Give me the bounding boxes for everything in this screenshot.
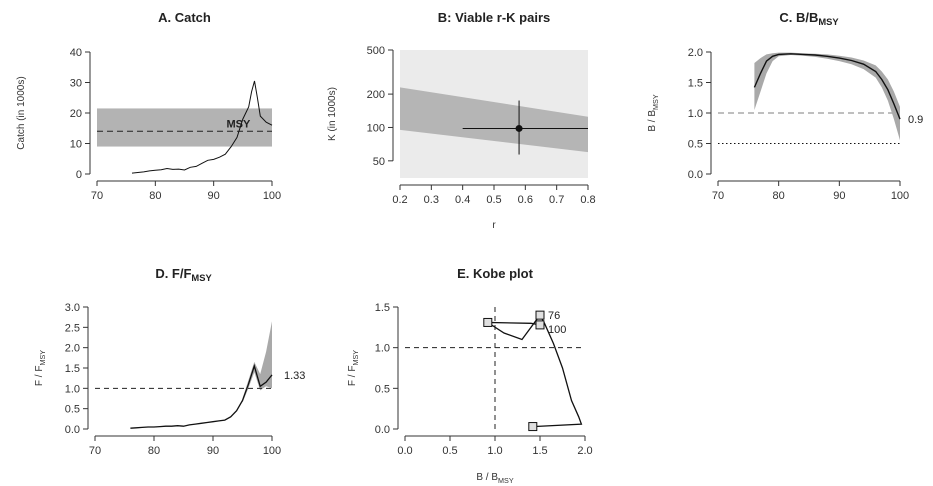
y-tick-label: 0 bbox=[76, 169, 82, 181]
chart-title: D. F/FMSY bbox=[155, 266, 212, 283]
x-tick-label: 0.8 bbox=[580, 194, 595, 206]
end-year-label: 100 bbox=[548, 324, 566, 336]
y-tick-label: 2.0 bbox=[688, 47, 703, 59]
panel-e-kobe: 0.0 0.5 1.0 1.5 2.0 0.0 0.5 1.0 1.5 76 100 E. Kobe … bbox=[347, 266, 593, 485]
x-tick-label: 0.2 bbox=[392, 194, 407, 206]
y-tick-label: 30 bbox=[70, 78, 82, 90]
x-tick-label: 80 bbox=[149, 190, 161, 202]
f-series bbox=[130, 363, 273, 429]
catch-series bbox=[131, 80, 273, 174]
y-tick-label: 100 bbox=[367, 122, 385, 134]
x-tick-label: 100 bbox=[891, 190, 909, 202]
chart-title: B: Viable r-K pairs bbox=[438, 10, 550, 25]
msy-band bbox=[97, 108, 272, 147]
y-tick-label: 200 bbox=[367, 89, 385, 101]
best-estimate-point bbox=[515, 124, 523, 132]
x-tick-label: 90 bbox=[208, 190, 220, 202]
y-tick-label: 0.0 bbox=[375, 424, 390, 436]
y-tick-label: 3.0 bbox=[65, 302, 80, 314]
y-tick-label: 50 bbox=[373, 156, 385, 168]
x-tick-label: 0.3 bbox=[424, 194, 439, 206]
x-tick-label: 2.0 bbox=[577, 445, 592, 457]
year-marker bbox=[528, 422, 538, 432]
ci-band bbox=[242, 321, 272, 403]
y-tick-label: 1.0 bbox=[65, 383, 80, 395]
x-tick-label: 0.5 bbox=[486, 194, 501, 206]
x-tick-label: 0.6 bbox=[518, 194, 533, 206]
y-axis-label: Catch (in 1000s) bbox=[16, 76, 27, 149]
x-axis-label: r bbox=[492, 220, 496, 231]
y-axis-label: K (in 1000s) bbox=[327, 87, 338, 141]
y-tick-label: 0.0 bbox=[65, 424, 80, 436]
y-tick-label: 1.0 bbox=[375, 343, 390, 355]
y-tick-label: 1.5 bbox=[375, 302, 390, 314]
biomass-series bbox=[753, 53, 901, 120]
y-tick-label: 10 bbox=[70, 139, 82, 151]
year-marker bbox=[483, 317, 493, 327]
y-tick-label: 2.5 bbox=[65, 322, 80, 334]
y-tick-label: 1.5 bbox=[65, 363, 80, 375]
x-tick-label: 1.5 bbox=[532, 445, 547, 457]
chart-title: A. Catch bbox=[158, 10, 211, 25]
x-tick-label: 0.5 bbox=[442, 445, 457, 457]
y-tick-label: 1.5 bbox=[688, 78, 703, 90]
end-value-label: 1.33 bbox=[284, 370, 305, 382]
msy-label: MSY bbox=[227, 118, 252, 130]
y-tick-label: 40 bbox=[70, 47, 82, 59]
y-axis-label: F / FMSY bbox=[347, 350, 360, 386]
x-tick-label: 70 bbox=[89, 445, 101, 457]
panel-c-biomass: 70 80 90 100 0.0 0.5 1.0 1.5 2.0 0.9 C. B/BMSY B / … bbox=[647, 10, 923, 202]
start-year-label: 76 bbox=[548, 310, 560, 322]
x-tick-label: 70 bbox=[91, 190, 103, 202]
y-tick-label: 500 bbox=[367, 45, 385, 57]
y-tick-label: 0.5 bbox=[688, 139, 703, 151]
y-tick-label: 1.0 bbox=[688, 108, 703, 120]
ci-band bbox=[754, 52, 900, 141]
year-marker bbox=[535, 310, 545, 320]
x-tick-label: 100 bbox=[263, 190, 281, 202]
end-value-label: 0.9 bbox=[908, 114, 923, 126]
x-tick-label: 80 bbox=[773, 190, 785, 202]
viable-pairs-band bbox=[400, 87, 588, 153]
y-axis-label: F / FMSY bbox=[34, 350, 47, 386]
kobe-trajectory bbox=[485, 313, 583, 428]
x-tick-label: 0.4 bbox=[455, 194, 470, 206]
x-tick-label: 80 bbox=[148, 445, 160, 457]
year-marker bbox=[535, 320, 545, 330]
panel-b-rk-pairs: 0.2 0.3 0.4 0.5 0.6 0.7 0.8 50 100 200 500 B: Viabl… bbox=[327, 10, 596, 231]
x-tick-label: 0.0 bbox=[397, 445, 412, 457]
y-tick-label: 0.0 bbox=[688, 169, 703, 181]
y-tick-label: 20 bbox=[70, 108, 82, 120]
y-tick-label: 2.0 bbox=[65, 343, 80, 355]
panel-a-catch: 70 80 90 100 0 10 20 30 40 MSY A. Catch Catch (in 1… bbox=[16, 10, 281, 202]
panel-d-fishing: 70 80 90 100 0.0 0.5 1.0 1.5 2.0 2.5 3.0 1.33 D. F/F… bbox=[34, 266, 305, 457]
x-tick-label: 100 bbox=[263, 445, 281, 457]
x-tick-label: 1.0 bbox=[487, 445, 502, 457]
x-axis-label: B / BMSY bbox=[476, 472, 513, 485]
chart-title: C. B/BMSY bbox=[779, 10, 839, 27]
y-tick-label: 0.5 bbox=[375, 383, 390, 395]
x-tick-label: 0.7 bbox=[549, 194, 564, 206]
chart-title: E. Kobe plot bbox=[457, 266, 534, 281]
x-tick-label: 90 bbox=[207, 445, 219, 457]
x-tick-label: 90 bbox=[833, 190, 845, 202]
y-tick-label: 0.5 bbox=[65, 404, 80, 416]
y-axis-label: B / BMSY bbox=[647, 94, 660, 131]
x-tick-label: 70 bbox=[712, 190, 724, 202]
